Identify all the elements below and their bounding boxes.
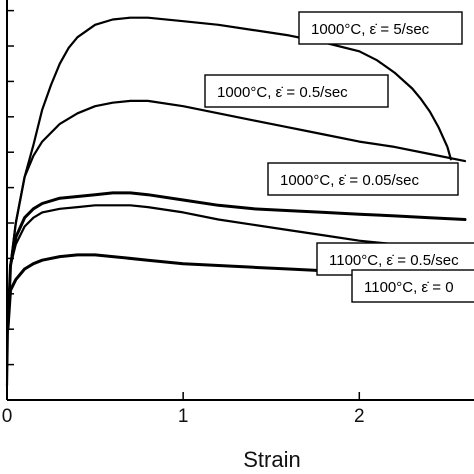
series-line-1 xyxy=(6,99,467,331)
annotation-4: 1100°C, ε̇ = 0 xyxy=(351,269,474,303)
annotation-label-3: 1100°C, ε̇ = 0.5/sec xyxy=(329,252,459,269)
annotation-2: 1000°C, ε̇ = 0.05/sec xyxy=(267,162,459,196)
series-lines xyxy=(5,16,467,386)
annotation-1: 1000°C, ε̇ = 0.5/sec xyxy=(204,74,389,108)
annotation-box-0 xyxy=(298,11,463,45)
annotation-label-1: 1000°C, ε̇ = 0.5/sec xyxy=(217,84,348,101)
series-line-2 xyxy=(6,191,467,331)
x-tick-label-0: 0 xyxy=(2,406,13,427)
x-axis-ticks: 0 1 2 xyxy=(2,392,365,427)
annotation-box-4 xyxy=(351,269,474,303)
annotation-label-2: 1000°C, ε̇ = 0.05/sec xyxy=(280,172,420,189)
series-line-3 xyxy=(6,204,467,331)
annotation-box-1 xyxy=(204,74,389,108)
x-axis-title: Strain xyxy=(243,447,300,472)
annotation-label-0: 1000°C, ε̇ = 5/sec xyxy=(311,21,430,38)
elastic-rise-line xyxy=(5,329,9,386)
x-tick-label-1: 1 xyxy=(178,406,189,427)
series-annotations: 1000°C, ε̇ = 5/sec 1000°C, ε̇ = 0.5/sec 10… xyxy=(204,11,474,303)
series-line-0 xyxy=(6,16,452,331)
annotation-label-4: 1100°C, ε̇ = 0 xyxy=(364,279,454,296)
annotation-box-2 xyxy=(267,162,459,196)
annotation-0: 1000°C, ε̇ = 5/sec xyxy=(298,11,463,45)
plot-frame xyxy=(6,0,474,401)
x-tick-label-2: 2 xyxy=(354,406,365,427)
